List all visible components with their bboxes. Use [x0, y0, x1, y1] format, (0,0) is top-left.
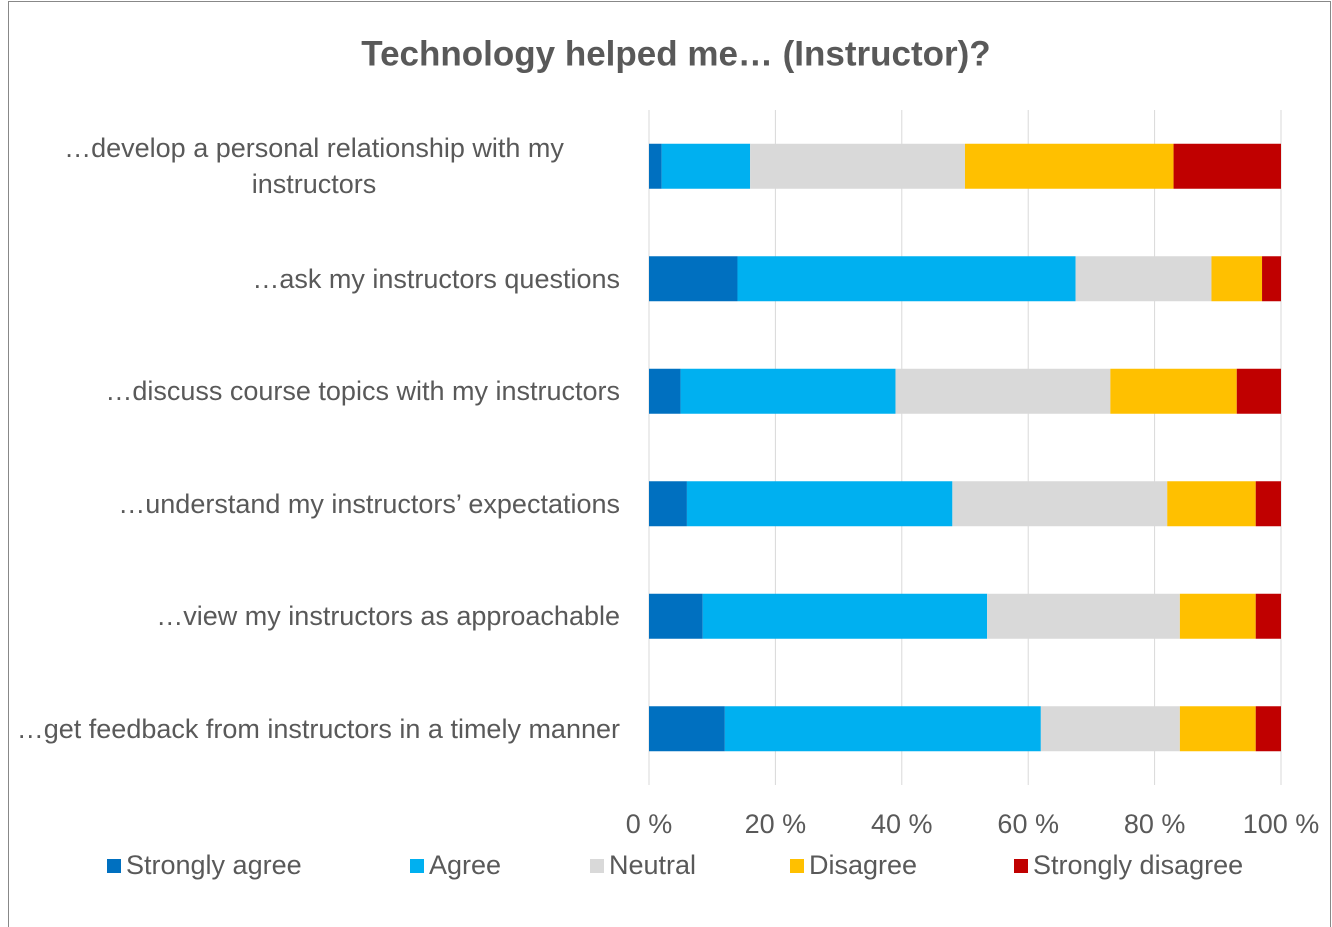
- legend-swatch: [590, 859, 604, 873]
- bar-segment: [1179, 706, 1256, 752]
- y-tick-label: …discuss course topics with my instructo…: [0, 373, 620, 409]
- bar-segment: [649, 143, 662, 189]
- chart-title: Technology helped me… (Instructor)?: [361, 34, 990, 73]
- bar-segment: [965, 143, 1174, 189]
- bar-segment: [1110, 368, 1237, 414]
- bar-segment: [1255, 593, 1281, 639]
- bar-segment: [661, 143, 751, 189]
- bar-segment: [1075, 256, 1212, 302]
- bar-segment: [649, 368, 681, 414]
- y-tick-label: …understand my instructors’ expectations: [0, 486, 620, 522]
- x-tick-label: 60 %: [997, 809, 1059, 839]
- bar-segment: [1236, 368, 1281, 414]
- bar-segment: [649, 706, 725, 752]
- bar-segment: [686, 481, 953, 527]
- y-tick-label: …view my instructors as approachable: [0, 598, 620, 634]
- legend-label: Strongly disagree: [1033, 850, 1243, 880]
- bar-segment: [1211, 256, 1263, 302]
- legend-swatch: [790, 859, 804, 873]
- bar-segment: [895, 368, 1111, 414]
- category-text: …develop a personal relationship with my…: [64, 133, 564, 200]
- bar-segment: [1179, 593, 1256, 639]
- category-text: …ask my instructors questions: [252, 263, 620, 294]
- bar-segment: [1255, 481, 1281, 527]
- x-tick-label: 80 %: [1124, 809, 1186, 839]
- bar-segment: [1040, 706, 1180, 752]
- bar-segment: [987, 593, 1180, 639]
- category-text: …understand my instructors’ expectations: [118, 488, 620, 519]
- legend-label: Neutral: [609, 850, 696, 880]
- x-tick-label: 40 %: [871, 809, 933, 839]
- bar-segment: [737, 256, 1076, 302]
- category-text: …view my instructors as approachable: [156, 601, 620, 632]
- y-tick-label: …develop a personal relationship with my…: [0, 130, 620, 202]
- y-tick-label: …ask my instructors questions: [0, 261, 620, 297]
- bar-segment: [1167, 481, 1256, 527]
- bar-segment: [680, 368, 896, 414]
- x-tick-label: 0 %: [626, 809, 673, 839]
- bar-segment: [649, 593, 703, 639]
- legend-swatch: [107, 859, 121, 873]
- legend-label: Disagree: [809, 850, 917, 880]
- legend-swatch: [1014, 859, 1028, 873]
- bar-segment: [649, 256, 738, 302]
- legend-label: Strongly agree: [126, 850, 302, 880]
- bar-segment: [750, 143, 965, 189]
- bar-segment: [952, 481, 1168, 527]
- category-text: …discuss course topics with my instructo…: [105, 376, 620, 407]
- frame: [8, 1, 1331, 927]
- bar-segment: [1262, 256, 1281, 302]
- bar-segment: [1255, 706, 1281, 752]
- bar-segment: [724, 706, 1041, 752]
- legend-label: Agree: [429, 850, 501, 880]
- category-text: …get feedback from instructors in a time…: [16, 713, 620, 744]
- bar-segment: [649, 481, 687, 527]
- x-tick-label: 20 %: [745, 809, 807, 839]
- y-tick-label: …get feedback from instructors in a time…: [0, 711, 620, 747]
- bar-segment: [1173, 143, 1281, 189]
- bar-segment: [702, 593, 988, 639]
- x-tick-label: 100 %: [1243, 809, 1320, 839]
- legend-swatch: [410, 859, 424, 873]
